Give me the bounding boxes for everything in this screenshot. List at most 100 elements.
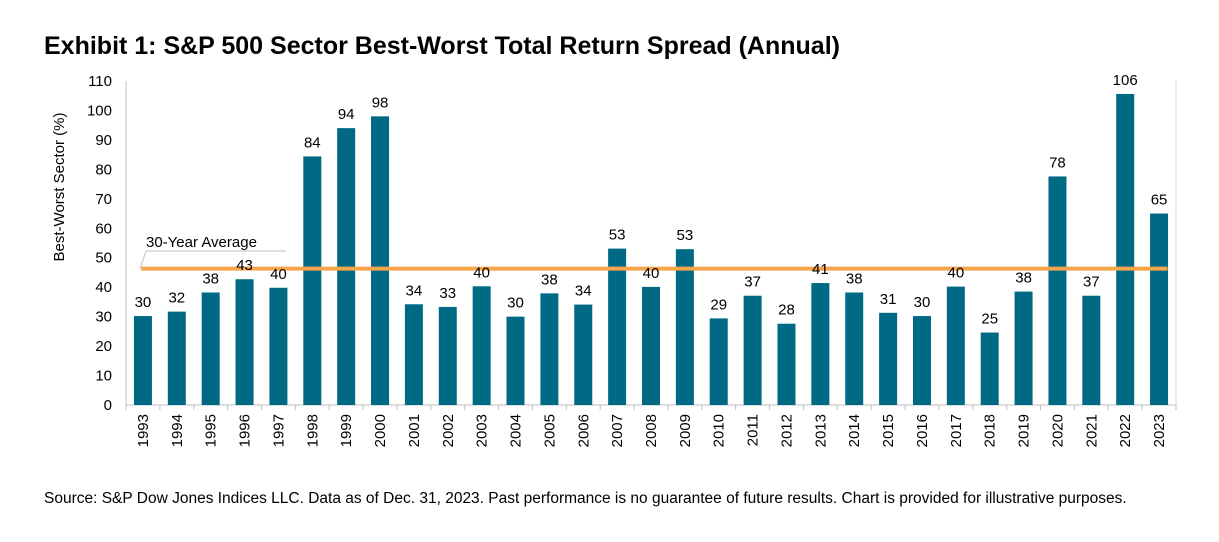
data-label: 30 <box>507 295 524 312</box>
data-label: 37 <box>1083 274 1100 291</box>
bar-2021 <box>1082 295 1101 405</box>
x-tick-label: 2021 <box>1083 414 1100 447</box>
y-tick-label: 0 <box>104 397 112 414</box>
bar-2022 <box>1116 93 1135 406</box>
bar-1998 <box>303 156 322 405</box>
x-tick-label: 2000 <box>372 414 389 447</box>
bar-1995 <box>201 292 220 405</box>
bar-2004 <box>506 316 525 405</box>
data-label: 43 <box>236 257 253 274</box>
bar-1996 <box>235 279 254 405</box>
bar-1994 <box>167 311 186 405</box>
data-labels: 30 32 38 43 40 84 94 98 34 33 40 30 38 34 53 40 53 29 37 28… <box>135 72 1168 328</box>
bar-1993 <box>133 316 152 405</box>
data-label: 40 <box>643 265 660 282</box>
y-tick-label: 100 <box>87 102 112 119</box>
x-tick-label: 2019 <box>1016 414 1033 447</box>
x-tick-label: 1997 <box>270 414 287 447</box>
y-tick-label: 60 <box>95 220 112 237</box>
data-label: 33 <box>439 285 456 302</box>
bar-2001 <box>404 304 423 405</box>
x-tick-label: 2003 <box>474 414 491 447</box>
x-tick-label: 2022 <box>1117 414 1134 447</box>
bar-2011 <box>743 295 762 405</box>
bar-2010 <box>709 318 728 405</box>
data-label: 94 <box>338 106 355 123</box>
bar-2023 <box>1150 213 1169 405</box>
data-label: 32 <box>168 290 185 307</box>
data-label: 84 <box>304 134 321 151</box>
y-tick-label: 30 <box>95 309 112 326</box>
bar-1999 <box>337 128 356 406</box>
x-tick-label: 2006 <box>575 414 592 447</box>
bar-2013 <box>811 283 830 405</box>
y-tick-label: 50 <box>95 250 112 267</box>
bars <box>133 93 1169 406</box>
data-label: 30 <box>914 294 931 311</box>
bar-2003 <box>472 286 491 405</box>
data-label: 106 <box>1113 72 1138 89</box>
data-label: 25 <box>981 311 998 328</box>
x-tick-label: 2016 <box>914 414 931 447</box>
x-tick-label: 2009 <box>677 414 694 447</box>
average-line-group <box>139 250 1168 271</box>
data-label: 40 <box>270 266 287 283</box>
data-label: 41 <box>812 261 829 278</box>
data-label: 38 <box>846 270 863 287</box>
y-tick-label: 90 <box>95 132 112 149</box>
bar-2007 <box>608 248 627 405</box>
chart-title: Exhibit 1: S&P 500 Sector Best-Worst Tot… <box>44 32 840 60</box>
y-tick-label: 110 <box>88 73 112 90</box>
bar-2009 <box>675 249 694 405</box>
data-label: 53 <box>609 227 626 244</box>
x-tick-label: 2013 <box>812 414 829 447</box>
y-axis-label: Best-Worst Sector (%) <box>51 113 68 262</box>
bar-2000 <box>371 116 390 405</box>
x-tick-label: 2020 <box>1049 414 1066 447</box>
x-tick-label: 2004 <box>508 414 525 447</box>
x-tick-label: 2007 <box>609 414 626 447</box>
data-label: 38 <box>541 271 558 288</box>
x-tick-label: 1998 <box>304 414 321 447</box>
data-label: 34 <box>575 283 592 300</box>
data-label: 40 <box>947 265 964 282</box>
average-callout-leader <box>139 250 147 269</box>
data-label: 34 <box>406 282 423 299</box>
data-label: 78 <box>1049 154 1066 171</box>
bar-2019 <box>1014 291 1033 405</box>
data-label: 30 <box>135 294 152 311</box>
y-tick-label: 40 <box>95 279 112 296</box>
bar-1997 <box>269 287 288 405</box>
x-tick-label: 1999 <box>338 414 355 447</box>
bar-2014 <box>845 292 864 405</box>
bar-2020 <box>1048 176 1067 405</box>
x-tick-label: 2002 <box>440 414 457 447</box>
data-label: 31 <box>880 291 897 308</box>
data-label: 40 <box>473 264 490 281</box>
x-tick-label: 1996 <box>237 414 254 447</box>
bar-2008 <box>642 286 660 405</box>
x-tick-label: 2010 <box>711 414 728 447</box>
data-label: 98 <box>372 94 389 111</box>
data-label: 65 <box>1151 192 1168 209</box>
bar-2018 <box>980 332 999 405</box>
data-label: 37 <box>744 274 761 291</box>
x-tick-label: 2005 <box>541 414 558 447</box>
x-tick-label: 2012 <box>778 414 795 447</box>
y-tick-label: 80 <box>95 161 112 178</box>
x-tick-label: 2018 <box>982 414 999 447</box>
data-label: 38 <box>202 270 219 287</box>
x-tick-label: 2023 <box>1151 414 1168 447</box>
bar-2006 <box>574 304 593 405</box>
data-label: 28 <box>778 302 795 319</box>
bar-2002 <box>438 306 457 405</box>
bar-2012 <box>777 323 796 405</box>
x-tick-label: 2015 <box>880 414 897 447</box>
x-tick-label: 2008 <box>643 414 660 447</box>
bar-2015 <box>879 312 898 405</box>
x-tick-label: 1995 <box>203 414 220 447</box>
bar-2016 <box>912 316 931 405</box>
y-tick-label: 70 <box>95 191 112 208</box>
bar-2005 <box>540 293 559 405</box>
x-tick-label: 1993 <box>135 414 152 447</box>
